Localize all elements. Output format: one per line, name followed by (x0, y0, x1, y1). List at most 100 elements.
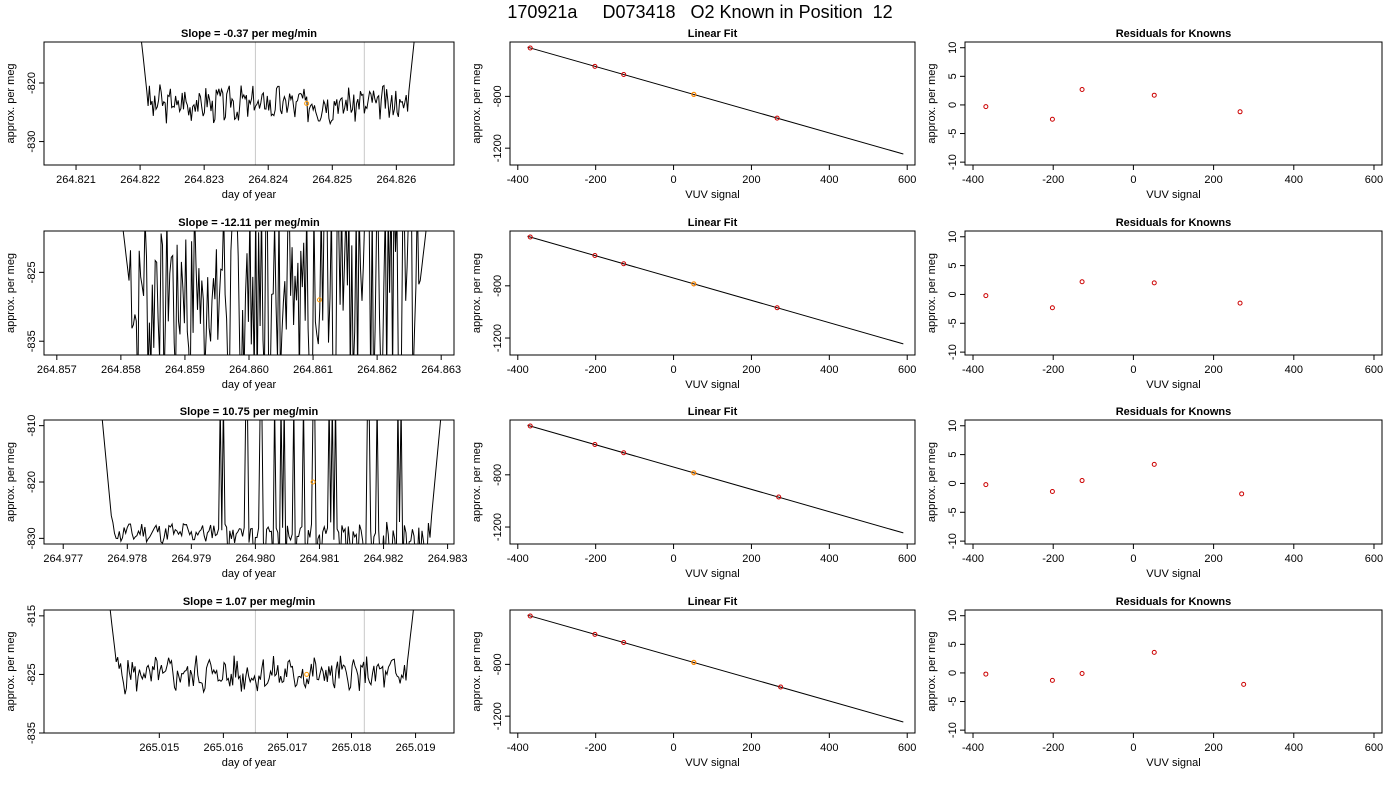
panel-title: Slope = -0.37 per meg/min (181, 28, 317, 40)
known-point (983, 104, 989, 110)
x-tick-label: 600 (1365, 553, 1383, 565)
known-point (983, 482, 989, 488)
panel-title: Linear Fit (688, 217, 738, 229)
x-tick-label: -400 (507, 553, 529, 565)
x-tick-label: 264.860 (229, 364, 269, 376)
x-axis-label: VUV signal (1146, 379, 1200, 391)
known-point (621, 450, 627, 456)
x-axis-label: day of year (222, 189, 277, 201)
x-tick-label: 264.822 (120, 174, 160, 186)
y-axis-label: approx. per meg (471, 253, 483, 333)
x-axis-label: VUV signal (1146, 757, 1200, 769)
x-tick-label: 0 (1130, 553, 1136, 565)
y-tick-label: -10 (947, 722, 959, 738)
y-tick-label: 10 (947, 42, 959, 54)
plot-frame (964, 609, 1383, 734)
panel-4-1: Slope = 1.07 per meg/min 265.015 265.016 26… (5, 596, 455, 769)
x-tick-label: -200 (1042, 364, 1064, 376)
known-point (1079, 279, 1085, 285)
known-point (1151, 280, 1157, 286)
sample-point (691, 659, 697, 665)
x-tick-label: -200 (1042, 742, 1064, 754)
panel-title: Residuals for Knowns (1116, 217, 1232, 229)
y-tick-label: 0 (947, 102, 959, 108)
x-tick-label: 400 (1285, 364, 1303, 376)
fit-line (527, 614, 904, 723)
panel-title: Linear Fit (688, 28, 738, 40)
x-tick-label: 200 (742, 364, 760, 376)
y-tick-label: -1200 (492, 324, 504, 352)
x-tick-label: 264.861 (293, 364, 333, 376)
y-tick-label: 10 (947, 610, 959, 622)
panel-3-2: Linear Fit -400 -200 0 200 400 600 -800 -1200 VUV… (471, 406, 916, 580)
panel-title: Linear Fit (688, 596, 738, 608)
x-tick-label: 264.981 (300, 553, 340, 565)
x-tick-label: 600 (898, 742, 916, 754)
sample-point (304, 671, 310, 677)
y-tick-label: -820 (26, 471, 38, 493)
known-point (621, 261, 627, 267)
known-point (592, 253, 598, 259)
known-point (1079, 86, 1085, 92)
x-tick-label: -400 (962, 742, 984, 754)
known-point (778, 684, 784, 690)
known-point (1151, 461, 1157, 467)
known-point (621, 639, 627, 645)
panel-2-3: Residuals for Knowns -400 -200 0 200 400 600 10… (926, 217, 1383, 391)
x-tick-label: 600 (1365, 174, 1383, 186)
x-axis-label: day of year (222, 757, 277, 769)
y-tick-label: -825 (26, 663, 38, 685)
y-tick-label: 5 (947, 452, 959, 458)
y-tick-label: -5 (947, 318, 959, 328)
y-tick-label: -815 (26, 605, 38, 627)
y-axis-label: approx. per meg (5, 63, 17, 143)
y-tick-label: -10 (947, 533, 959, 549)
signal-trace (140, 42, 415, 126)
x-tick-label: 264.979 (171, 553, 211, 565)
x-tick-label: 400 (1285, 174, 1303, 186)
known-point (1151, 92, 1157, 98)
known-point (592, 63, 598, 69)
x-axis-label: VUV signal (685, 568, 739, 580)
signal-trace (122, 231, 427, 355)
x-tick-label: 264.980 (236, 553, 276, 565)
x-tick-label: 200 (742, 742, 760, 754)
x-tick-label: -400 (962, 174, 984, 186)
fit-line (527, 46, 904, 155)
known-point (774, 305, 780, 311)
x-tick-label: -400 (507, 174, 529, 186)
x-axis-label: VUV signal (685, 379, 739, 391)
panel-1-2: Linear Fit -400 -200 0 200 400 600 -800 -1200 VUV… (471, 28, 916, 201)
x-tick-label: 264.859 (165, 364, 205, 376)
x-tick-label: 264.823 (184, 174, 224, 186)
plot-frame (43, 41, 455, 166)
x-tick-label: 264.825 (312, 174, 352, 186)
y-axis-label: approx. per meg (471, 442, 483, 522)
x-tick-label: -400 (962, 553, 984, 565)
x-tick-label: 400 (820, 742, 838, 754)
panel-2-2: Linear Fit -400 -200 0 200 400 600 -800 -1200 VUV… (471, 217, 916, 391)
known-point (1241, 681, 1247, 687)
x-tick-label: 0 (670, 742, 676, 754)
y-tick-label: -835 (26, 722, 38, 744)
known-point (1237, 109, 1243, 115)
sample-point (310, 479, 316, 485)
x-tick-label: 0 (670, 364, 676, 376)
y-tick-label: -5 (947, 129, 959, 139)
known-point (1079, 671, 1085, 677)
y-tick-label: -5 (947, 507, 959, 517)
plot-frame (43, 609, 455, 734)
plot-frame (509, 609, 916, 734)
known-point (1239, 491, 1245, 497)
x-tick-label: -200 (585, 553, 607, 565)
sample-point (691, 91, 697, 97)
panel-title: Slope = 1.07 per meg/min (183, 596, 316, 608)
x-axis-label: VUV signal (685, 189, 739, 201)
panel-4-3: Residuals for Knowns -400 -200 0 200 400 600 10… (926, 596, 1383, 769)
x-tick-label: 265.015 (139, 742, 179, 754)
known-point (1151, 649, 1157, 655)
y-tick-label: -5 (947, 697, 959, 707)
y-tick-label: -1200 (492, 134, 504, 162)
x-tick-label: 264.983 (428, 553, 468, 565)
